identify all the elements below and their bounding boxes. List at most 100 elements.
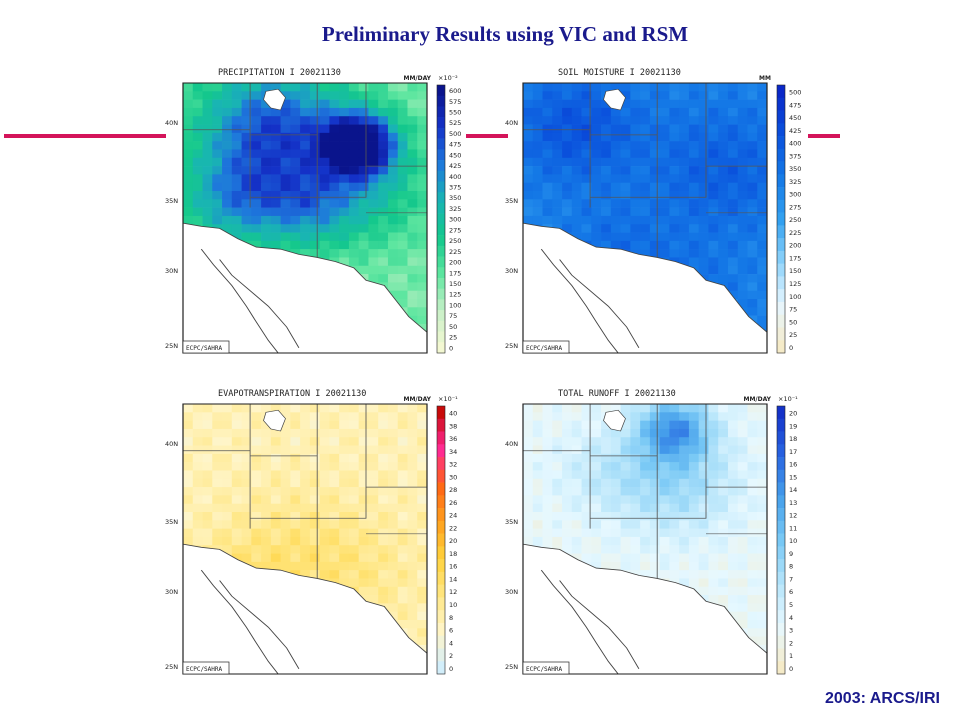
scale-label: 300 bbox=[789, 191, 801, 199]
lat-label: 40N bbox=[505, 440, 518, 448]
map-area bbox=[522, 403, 768, 675]
lat-label: 35N bbox=[505, 518, 518, 526]
scale-label: 550 bbox=[449, 108, 461, 116]
scale-label: 425 bbox=[449, 162, 461, 170]
map-heading: EVAPOTRANSPIRATION I 20021130 bbox=[218, 389, 366, 399]
lat-label: 35N bbox=[165, 197, 178, 205]
scale-label: 20 bbox=[789, 410, 797, 418]
accent-bar-middle bbox=[466, 134, 508, 138]
panel-total-runoff: TOTAL RUNOFF I 20021130 MM/DAY ×10⁻¹ 40N 35N… bbox=[503, 384, 803, 680]
map-heading: SOIL MOISTURE I 20021130 bbox=[558, 68, 681, 78]
scale-label: 25 bbox=[449, 334, 457, 342]
lat-label: 30N bbox=[165, 588, 178, 596]
scale-label: 5 bbox=[789, 601, 793, 609]
scale-label: 0 bbox=[789, 344, 793, 352]
accent-bar-right bbox=[808, 134, 840, 138]
map-credit: ECPC/SAHRA bbox=[526, 345, 563, 352]
lat-label: 30N bbox=[165, 267, 178, 275]
scale-label: 150 bbox=[789, 267, 801, 275]
scale-label: 475 bbox=[449, 141, 461, 149]
map-units: MM bbox=[759, 75, 771, 82]
scale-label: 36 bbox=[449, 435, 457, 443]
scale-label: 75 bbox=[789, 306, 797, 314]
scale-label: 14 bbox=[789, 486, 797, 494]
map-units: MM/DAY bbox=[743, 396, 771, 403]
lat-label: 30N bbox=[505, 267, 518, 275]
scale-label: 50 bbox=[789, 318, 797, 326]
scale-label: 400 bbox=[449, 173, 461, 181]
scale-label: 7 bbox=[789, 575, 793, 583]
scale-label: 15 bbox=[789, 473, 797, 481]
scale-label: 275 bbox=[789, 203, 801, 211]
map-units: MM/DAY bbox=[403, 75, 431, 82]
scale-label: 6 bbox=[789, 588, 793, 596]
map-figure: SOIL MOISTURE I 20021130 MM 40N 35N 30N 25N EC… bbox=[505, 68, 801, 354]
scale-label: 250 bbox=[789, 216, 801, 224]
scale-label: 250 bbox=[449, 237, 461, 245]
scale-label: 125 bbox=[449, 291, 461, 299]
panel-precipitation: PRECIPITATION I 20021130 MM/DAY ×10⁻² 40N 35… bbox=[163, 63, 463, 359]
scale-label: 11 bbox=[789, 524, 797, 532]
scale-label: 400 bbox=[789, 140, 801, 148]
lat-label: 25N bbox=[165, 663, 178, 671]
scale-label: 16 bbox=[789, 461, 797, 469]
lat-label: 25N bbox=[505, 663, 518, 671]
scale-label: 8 bbox=[789, 563, 793, 571]
lat-label: 40N bbox=[505, 119, 518, 127]
scale-label: 375 bbox=[449, 184, 461, 192]
map-heading: TOTAL RUNOFF I 20021130 bbox=[558, 389, 676, 399]
map-heading: PRECIPITATION I 20021130 bbox=[218, 68, 341, 78]
scale-label: 525 bbox=[449, 119, 461, 127]
scale-label: 13 bbox=[789, 499, 797, 507]
scale-label: 4 bbox=[789, 614, 793, 622]
scale-label: 32 bbox=[449, 461, 457, 469]
map-units: MM/DAY bbox=[403, 396, 431, 403]
map-area bbox=[182, 403, 428, 675]
map-area bbox=[182, 82, 428, 354]
scale-label: 20 bbox=[449, 537, 457, 545]
scale-label: 375 bbox=[789, 152, 801, 160]
slide-title: Preliminary Results using VIC and RSM bbox=[321, 22, 689, 46]
scale-label: 12 bbox=[789, 512, 797, 520]
scale-label: 12 bbox=[449, 588, 457, 596]
scale-label: 2 bbox=[789, 639, 793, 647]
scale-label: 6 bbox=[449, 627, 453, 635]
map-area bbox=[522, 82, 768, 354]
scale-label: 600 bbox=[449, 87, 461, 95]
scale-label: 150 bbox=[449, 280, 461, 288]
map-credit: ECPC/SAHRA bbox=[526, 666, 563, 673]
scale-label: 14 bbox=[449, 575, 457, 583]
scale-label: 475 bbox=[789, 101, 801, 109]
lat-label: 40N bbox=[165, 440, 178, 448]
lat-label: 35N bbox=[505, 197, 518, 205]
scale-label: 0 bbox=[789, 665, 793, 673]
scale-label: 18 bbox=[449, 550, 457, 558]
scale-label: 24 bbox=[449, 512, 457, 520]
scale-label: 325 bbox=[449, 205, 461, 213]
map-figure: TOTAL RUNOFF I 20021130 MM/DAY ×10⁻¹ 40N 35N… bbox=[505, 389, 798, 675]
scale-label: 25 bbox=[789, 331, 797, 339]
map-multiplier: ×10⁻¹ bbox=[438, 395, 458, 403]
panel-evapotranspiration: EVAPOTRANSPIRATION I 20021130 MM/DAY ×10⁻¹… bbox=[163, 384, 463, 680]
scale-label: 8 bbox=[449, 614, 453, 622]
map-multiplier: ×10⁻¹ bbox=[778, 395, 798, 403]
scale-label: 350 bbox=[449, 194, 461, 202]
scale-label: 38 bbox=[449, 422, 457, 430]
scale-label: 75 bbox=[449, 312, 457, 320]
scale-label: 175 bbox=[789, 254, 801, 262]
scale-label: 0 bbox=[449, 344, 453, 352]
scale-label: 225 bbox=[789, 229, 801, 237]
lat-label: 25N bbox=[505, 342, 518, 350]
scale-label: 26 bbox=[449, 499, 457, 507]
scale-label: 9 bbox=[789, 550, 793, 558]
scale-label: 175 bbox=[449, 269, 461, 277]
scale-label: 200 bbox=[789, 242, 801, 250]
map-figure: EVAPOTRANSPIRATION I 20021130 MM/DAY ×10⁻¹… bbox=[165, 389, 458, 675]
color-scale: 6005755505255004754504254003753503253002… bbox=[436, 84, 461, 354]
scale-label: 125 bbox=[789, 280, 801, 288]
accent-bar-left bbox=[4, 134, 166, 138]
scale-label: 10 bbox=[449, 601, 457, 609]
map-multiplier: ×10⁻² bbox=[438, 74, 458, 82]
